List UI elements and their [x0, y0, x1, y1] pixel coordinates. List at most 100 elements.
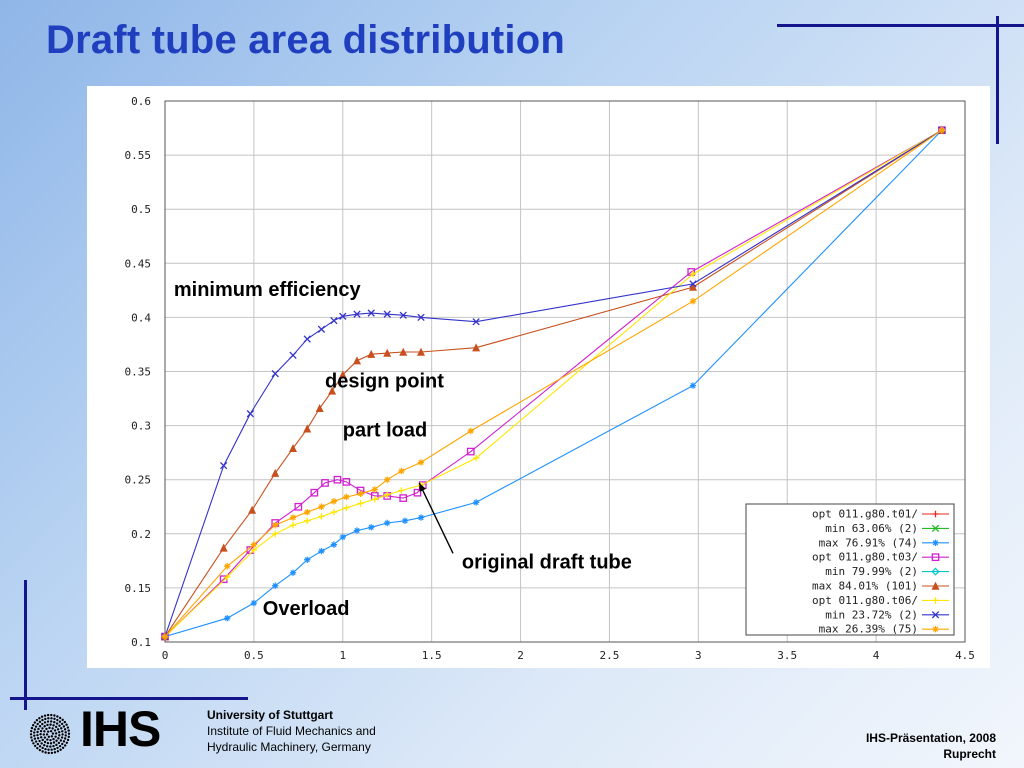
logo-dot — [43, 714, 47, 717]
logo-dot — [43, 721, 47, 724]
series-point-6 — [689, 270, 697, 278]
logo-dot — [45, 733, 49, 736]
logo-dot — [47, 717, 50, 720]
logo-dot — [53, 717, 56, 721]
chart-annotation: design point — [325, 371, 444, 393]
logo-dot — [52, 741, 56, 744]
series-point-8 — [357, 490, 364, 497]
x-tick-label: 0.5 — [244, 649, 264, 662]
logo-dot — [67, 735, 70, 739]
logo-dot — [62, 725, 66, 728]
logo-dot — [50, 735, 54, 738]
series-point-5 — [416, 347, 426, 356]
logo-dot — [36, 746, 39, 750]
logo-dot — [40, 715, 44, 718]
logo-dot — [58, 720, 62, 723]
bottom-left-horizontal-line — [10, 697, 248, 700]
logo-dot — [46, 745, 49, 748]
series-point-5 — [367, 349, 376, 358]
logo-dot — [58, 724, 61, 727]
legend-swatch-marker — [931, 553, 940, 562]
logo-dot — [41, 750, 44, 753]
ihs-logo-icon — [29, 713, 71, 755]
logo-dot — [33, 728, 37, 731]
logo-dot — [47, 751, 50, 755]
y-tick-label: 0.1 — [131, 636, 151, 649]
x-tick-label: 3 — [695, 649, 702, 662]
logo-dot — [54, 735, 57, 738]
logo-dot — [53, 747, 56, 751]
logo-dot — [53, 751, 57, 754]
logo-dot — [58, 731, 61, 734]
series-point-6 — [318, 513, 325, 520]
y-tick-label: 0.55 — [125, 149, 152, 162]
logo-dot — [30, 726, 34, 730]
x-tick-label: 2.5 — [600, 649, 620, 662]
series-point-6 — [272, 530, 279, 537]
series-point-5 — [328, 386, 337, 395]
annotation-arrowhead — [419, 482, 426, 492]
series-point-5 — [219, 543, 228, 552]
logo-dot — [42, 733, 46, 736]
logo-dot — [57, 741, 61, 745]
logo-dot — [49, 742, 53, 745]
legend-label: min 79.99% (2) — [825, 565, 918, 578]
footer-institute-line2: Hydraulic Machinery, Germany — [207, 740, 371, 754]
logo-dot — [38, 739, 41, 743]
series-point-3 — [294, 502, 303, 511]
legend-label: opt 011.g80.t03/ — [812, 551, 918, 564]
logo-dot — [56, 746, 59, 750]
y-tick-label: 0.4 — [131, 311, 151, 324]
y-tick-label: 0.25 — [125, 474, 152, 487]
logo-dot — [38, 748, 42, 752]
logo-dot — [51, 732, 55, 735]
x-tick-label: 1.5 — [422, 649, 442, 662]
series-point-2 — [318, 547, 325, 555]
logo-dot — [56, 715, 59, 718]
x-tick-label: 2 — [517, 649, 524, 662]
chart-panel: 0 0.5 1 1.5 2 2.5 3 3.5 4 4.5 0.1 0.15 0.2 0.25 0.3 0.3… — [87, 86, 990, 668]
footer-author: Ruprecht — [943, 747, 996, 761]
ihs-logo-text: IHS — [80, 701, 161, 757]
series-point-6 — [343, 504, 350, 512]
logo-dot — [36, 742, 40, 746]
logo-dot — [61, 746, 65, 749]
series-point-3 — [399, 494, 408, 502]
series-point-5 — [399, 347, 408, 356]
series-point-5 — [248, 505, 257, 514]
logo-dot — [55, 743, 58, 747]
legend-label: opt 011.g80.t06/ — [812, 594, 918, 607]
series-point-2 — [304, 556, 311, 563]
top-right-vertical-line — [996, 16, 999, 144]
logo-dot — [43, 736, 47, 739]
logo-dot — [30, 739, 34, 742]
logo-dot — [38, 745, 42, 748]
series-point-2 — [224, 614, 231, 622]
series-point-7 — [303, 335, 311, 343]
logo-dot — [36, 722, 39, 726]
series-point-8 — [384, 476, 391, 483]
logo-dot — [52, 737, 55, 741]
logo-dot — [30, 729, 33, 733]
x-tick-label: 3.5 — [777, 649, 797, 662]
x-tick-label: 0 — [162, 649, 169, 662]
series-point-5 — [338, 370, 347, 379]
chart-annotation: minimum efficiency — [174, 279, 362, 301]
logo-dot — [50, 713, 53, 717]
series-point-5 — [288, 444, 298, 453]
series-point-5 — [352, 356, 362, 365]
logo-dot — [46, 741, 50, 745]
logo-dot — [44, 747, 47, 751]
legend-swatch-marker — [932, 510, 939, 518]
logo-dot — [44, 751, 47, 754]
series-point-6 — [398, 487, 405, 494]
annotation-arrow — [418, 482, 454, 554]
logo-dot — [67, 732, 71, 735]
y-tick-label: 0.15 — [125, 582, 152, 595]
series-point-7 — [353, 310, 361, 318]
logo-dot — [47, 748, 50, 751]
series-point-2 — [472, 499, 480, 506]
logo-dot — [64, 731, 67, 734]
logo-dot — [45, 727, 48, 731]
logo-dot — [56, 718, 59, 722]
